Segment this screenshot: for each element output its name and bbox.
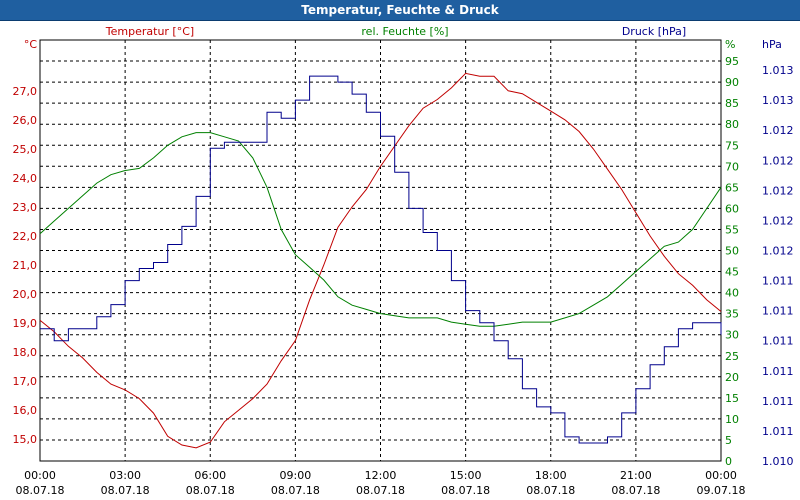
x-tick-time: 09:00 xyxy=(280,469,312,482)
press-tick-label: 1.013 xyxy=(762,94,794,107)
temp-tick-label: 27,0 xyxy=(13,85,38,98)
temp-tick-label: 17,0 xyxy=(13,375,38,388)
hum-tick-label: 80 xyxy=(725,118,739,131)
temp-tick-label: 21,0 xyxy=(13,259,38,272)
press-tick-label: 1.012 xyxy=(762,154,794,167)
temp-tick-label: 16,0 xyxy=(13,404,38,417)
press-tick-label: 1.011 xyxy=(762,335,794,348)
press-tick-label: 1.011 xyxy=(762,305,794,318)
axis-labels: 00:00 08.07.18 03:00 08.07.18 06:00 08.07.18 0… xyxy=(13,25,794,497)
x-tick-date: 08.07.18 xyxy=(356,484,405,497)
x-tick-date: 09.07.18 xyxy=(697,484,746,497)
temp-tick-label: 26,0 xyxy=(13,114,38,127)
x-tick-time: 12:00 xyxy=(365,469,397,482)
hum-tick-label: 50 xyxy=(725,245,739,258)
x-tick-date: 08.07.18 xyxy=(186,484,235,497)
hum-tick-label: 65 xyxy=(725,181,739,194)
press-tick-label: 1.011 xyxy=(762,275,794,288)
x-tick-date: 08.07.18 xyxy=(16,484,65,497)
chart-title: Temperatur, Feuchte & Druck xyxy=(301,3,499,17)
x-tick-time: 06:00 xyxy=(194,469,226,482)
series-layer xyxy=(39,72,722,449)
hum-tick-label: 10 xyxy=(725,413,739,426)
plot-frame xyxy=(39,39,722,462)
hum-tick-label: 55 xyxy=(725,223,739,236)
temp-tick-label: 23,0 xyxy=(13,201,38,214)
x-tick-date: 08.07.18 xyxy=(441,484,490,497)
hum-axis-label: rel. Feuchte [%] xyxy=(361,25,448,38)
press-tick-label: 1.011 xyxy=(762,365,794,378)
grid xyxy=(40,40,721,461)
x-tick-time: 18:00 xyxy=(535,469,567,482)
x-tick-time: 00:00 xyxy=(705,469,737,482)
pressure-line xyxy=(40,75,722,444)
x-tick-date: 08.07.18 xyxy=(611,484,660,497)
press-tick-label: 1.011 xyxy=(762,425,794,438)
press-tick-label: 1.013 xyxy=(762,64,794,77)
hum-tick-label: 60 xyxy=(725,202,739,215)
temp-tick-label: 20,0 xyxy=(13,288,38,301)
hum-tick-label: 95 xyxy=(725,55,739,68)
x-tick-time: 03:00 xyxy=(109,469,141,482)
temp-axis-label: Temperatur [°C] xyxy=(105,25,194,38)
hum-tick-label: 35 xyxy=(725,308,739,321)
hum-tick-label: 40 xyxy=(725,287,739,300)
x-tick-date: 08.07.18 xyxy=(271,484,320,497)
temp-tick-label: 25,0 xyxy=(13,143,38,156)
temp-unit-label: °C xyxy=(24,38,38,51)
chart-area: 00:00 08.07.18 03:00 08.07.18 06:00 08.07.18 0… xyxy=(13,25,794,497)
press-tick-label: 1.012 xyxy=(762,124,794,137)
press-tick-label: 1.012 xyxy=(762,214,794,227)
hum-tick-label: 70 xyxy=(725,160,739,173)
temperature-line xyxy=(39,72,722,449)
hum-tick-label: 25 xyxy=(725,350,739,363)
press-tick-label: 1.010 xyxy=(762,455,794,468)
hum-unit-label: % xyxy=(725,38,735,51)
press-tick-label: 1.012 xyxy=(762,245,794,258)
press-tick-label: 1.012 xyxy=(762,184,794,197)
x-tick-time: 00:00 xyxy=(24,469,56,482)
press-axis-label: Druck [hPa] xyxy=(622,25,686,38)
hum-tick-label: 20 xyxy=(725,371,739,384)
hum-tick-label: 45 xyxy=(725,266,739,279)
humidity-line xyxy=(39,132,722,327)
x-tick-time: 21:00 xyxy=(620,469,652,482)
hum-tick-label: 85 xyxy=(725,97,739,110)
hum-tick-label: 0 xyxy=(725,455,732,468)
temp-tick-label: 22,0 xyxy=(13,230,38,243)
x-tick-date: 08.07.18 xyxy=(526,484,575,497)
hum-tick-label: 15 xyxy=(725,392,739,405)
chart-title-bar: Temperatur, Feuchte & Druck xyxy=(0,0,800,21)
x-tick-time: 15:00 xyxy=(450,469,482,482)
x-tick-date: 08.07.18 xyxy=(101,484,150,497)
hum-tick-label: 75 xyxy=(725,139,739,152)
hum-tick-label: 90 xyxy=(725,76,739,89)
hum-tick-label: 5 xyxy=(725,434,732,447)
press-unit-label: hPa xyxy=(762,38,782,51)
temp-tick-label: 19,0 xyxy=(13,317,38,330)
hum-tick-label: 30 xyxy=(725,329,739,342)
temp-tick-label: 18,0 xyxy=(13,346,38,359)
press-tick-label: 1.011 xyxy=(762,395,794,408)
temp-tick-label: 24,0 xyxy=(13,172,38,185)
temp-tick-label: 15,0 xyxy=(13,433,38,446)
